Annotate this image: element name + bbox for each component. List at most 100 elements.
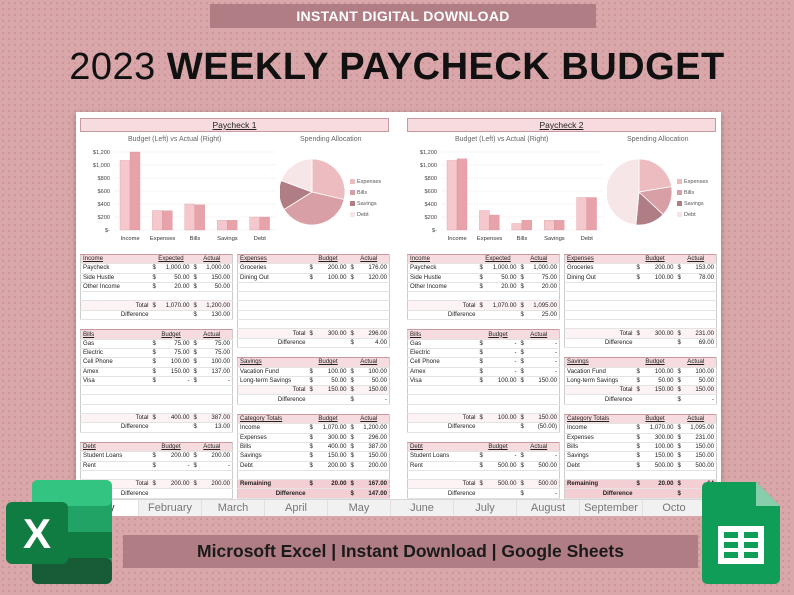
x-tick-label: Expenses [150, 236, 176, 242]
sheet-tab[interactable]: February [139, 500, 202, 516]
table-cell [407, 385, 478, 396]
table-cell: $1,200.00 [191, 300, 233, 311]
table-row: Student Loans $ - $ - [407, 451, 560, 462]
table-cell: $231.00 [675, 328, 717, 339]
table-cell: $25.00 [518, 310, 560, 321]
table-cell [634, 338, 676, 348]
table-cell: $200.00 [634, 263, 676, 274]
table-cell: Paycheck [80, 263, 151, 274]
table-cell: Budget [307, 357, 349, 368]
table-cell: Difference [237, 338, 308, 348]
table-cell: Expected [150, 253, 192, 265]
right-column: Expenses Budget Actual Groceries $200.00 $153… [564, 253, 717, 499]
table-row: Long-term Savings $50.00 $50.00 [564, 376, 717, 387]
table-cell: $50.00 [634, 376, 676, 387]
table-cell: Expenses [564, 433, 635, 443]
table-cell: $50.00 [675, 376, 717, 387]
legend-item: Savings [677, 198, 708, 209]
table-cell: Difference [564, 338, 635, 348]
table-row: Amex $ - $ - [407, 367, 560, 377]
table-cell: Total [237, 385, 308, 396]
table-cell: Vacation Fund [237, 367, 308, 377]
table-cell: $100.00 [675, 367, 717, 377]
table-cell: $150.00 [348, 451, 390, 462]
legend-swatch [350, 212, 355, 217]
total-row: Total $150.00 $150.00 [237, 385, 390, 396]
table-cell: Total [237, 328, 308, 339]
table-row: Amex $150.00 $137.00 [80, 367, 233, 377]
table-cell: $167.00 [348, 479, 390, 490]
table-row [80, 404, 233, 415]
category-totals-table: Category Totals Budget Actual Income $1,070.… [564, 414, 717, 499]
table-row: Expenses $300.00 $296.00 [237, 433, 390, 443]
bar [227, 220, 238, 231]
table-cell: $500.00 [477, 479, 519, 490]
bills-table: Bills Budget Actual Gas $ - $ - Electric $ - $ - Cell… [407, 329, 560, 433]
sheet-tab[interactable]: April [265, 500, 328, 516]
table-cell: Difference [407, 422, 478, 433]
sheet-tab[interactable]: Octo [643, 500, 706, 516]
table-row: Income $1,070.00 $1,200.00 [237, 423, 390, 434]
x-tick-label: Savings [544, 236, 565, 242]
table-cell [564, 291, 635, 302]
sheet-tab[interactable]: August [517, 500, 580, 516]
x-tick-label: Debt [581, 236, 594, 242]
table-cell: Actual [191, 253, 233, 265]
table-cell [80, 470, 151, 481]
sheet-tabs: aryFebruaryMarchAprilMayJuneJulyAugustSe… [76, 499, 721, 516]
table-header-row: Income Expected Actual [80, 253, 233, 265]
table-cell: Side Hustle [80, 273, 151, 283]
sheet-tab[interactable]: May [328, 500, 391, 516]
table-cell: Long-term Savings [237, 376, 308, 387]
table-cell [191, 394, 233, 405]
table-cell: $137.00 [191, 367, 233, 377]
table-header-row: Income Expected Actual [407, 253, 560, 265]
sheet-tab[interactable]: June [391, 500, 454, 516]
table-cell: $150.00 [634, 385, 676, 396]
table-cell: Difference [407, 310, 478, 321]
table-cell [80, 291, 151, 302]
table-cell [518, 291, 560, 302]
table-header-row: Expenses Budget Actual [237, 253, 390, 265]
table-cell: $50.00 [348, 376, 390, 387]
sheet-tab[interactable]: July [454, 500, 517, 516]
table-cell [307, 282, 349, 293]
total-row: Total $300.00 $231.00 [564, 328, 717, 339]
legend-label: Bills [684, 189, 695, 196]
table-cell: $387.00 [348, 442, 390, 453]
table-row [80, 394, 233, 405]
table-cell: $1,000.00 [191, 263, 233, 274]
y-tick-label: $- [432, 228, 437, 234]
table-cell: Savings [564, 357, 635, 368]
bar [479, 210, 490, 231]
table-cell: $147.00 [348, 488, 390, 499]
sheet-tab[interactable]: September [580, 500, 643, 516]
table-row: Student Loans $200.00 $200.00 [80, 451, 233, 462]
table-cell [307, 488, 349, 499]
table-cell [675, 300, 717, 311]
table-cell: Bills [80, 329, 151, 340]
total-row: Total $300.00 $296.00 [237, 328, 390, 339]
table-cell: Visa [407, 376, 478, 387]
table-cell: $ - [477, 348, 519, 359]
legend-label: Expenses [357, 178, 382, 185]
table-row: Vacation Fund $100.00 $100.00 [237, 367, 390, 377]
table-cell [518, 385, 560, 396]
table-cell: $150.00 [348, 385, 390, 396]
sheet-tab[interactable]: March [202, 500, 265, 516]
table-cell: Difference [564, 394, 635, 405]
svg-text:X: X [23, 510, 51, 557]
table-cell: $ - [477, 339, 519, 349]
table-header-row: Bills Budget Actual [407, 329, 560, 340]
table-cell: $100.00 [634, 273, 676, 283]
table-cell [407, 404, 478, 415]
table-row: Electric $75.00 $75.00 [80, 348, 233, 359]
difference-row: Difference $4.00 [237, 338, 390, 348]
bar [446, 160, 458, 231]
table-row: Visa $100.00 $150.00 [407, 376, 560, 387]
table-cell: Gas [80, 339, 151, 349]
table-cell: Total [80, 413, 151, 424]
legend-item: Expenses [350, 176, 381, 187]
table-cell [477, 394, 519, 405]
table-cell: $150.00 [634, 451, 676, 462]
